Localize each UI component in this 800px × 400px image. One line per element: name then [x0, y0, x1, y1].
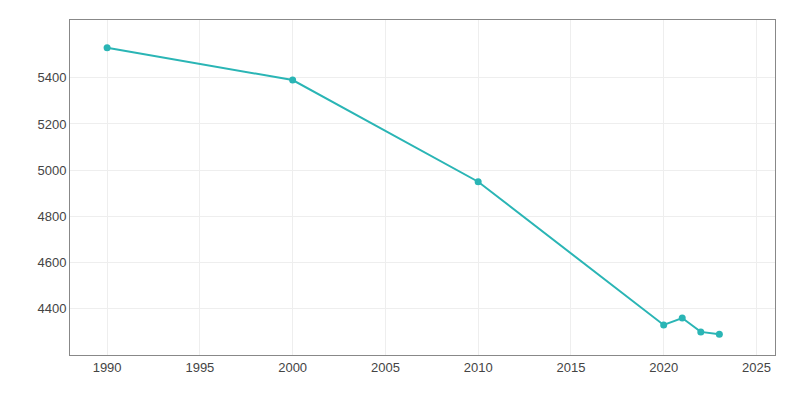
svg-text:5200: 5200 [37, 117, 66, 132]
svg-text:4800: 4800 [37, 209, 66, 224]
svg-text:2020: 2020 [649, 360, 678, 375]
svg-text:2005: 2005 [371, 360, 400, 375]
svg-text:2025: 2025 [742, 360, 771, 375]
svg-text:4400: 4400 [37, 301, 66, 316]
svg-text:5400: 5400 [37, 70, 66, 85]
svg-text:5000: 5000 [37, 163, 66, 178]
svg-text:2015: 2015 [556, 360, 585, 375]
svg-text:4600: 4600 [37, 255, 66, 270]
svg-text:2000: 2000 [278, 360, 307, 375]
svg-text:1995: 1995 [185, 360, 214, 375]
svg-text:2010: 2010 [464, 360, 493, 375]
svg-text:1990: 1990 [93, 360, 122, 375]
